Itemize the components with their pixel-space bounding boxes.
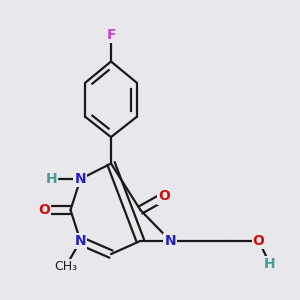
Text: CH₃: CH₃ xyxy=(54,260,78,273)
Text: O: O xyxy=(253,234,265,248)
Text: H: H xyxy=(264,257,276,271)
Text: O: O xyxy=(158,190,170,203)
Text: O: O xyxy=(38,203,50,217)
Text: F: F xyxy=(106,28,116,42)
Text: N: N xyxy=(75,234,86,248)
Text: N: N xyxy=(165,234,176,248)
Text: H: H xyxy=(45,172,57,186)
Text: N: N xyxy=(75,172,86,186)
